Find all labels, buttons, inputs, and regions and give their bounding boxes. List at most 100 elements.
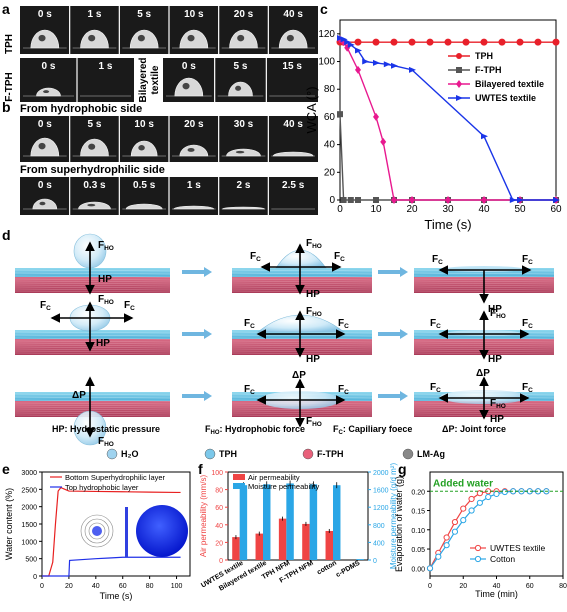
force-subscript: HO: [312, 243, 322, 250]
force-subscript: HO: [104, 441, 114, 448]
force-base: F: [430, 382, 436, 393]
fiber-line: [231, 282, 373, 285]
y-tick-label: 0.20: [411, 489, 425, 496]
fiber-line: [231, 280, 373, 283]
force-subscript: C: [436, 387, 441, 394]
data-point: [337, 111, 343, 118]
photo-frame: 5 s: [69, 116, 117, 162]
time-label: 0 s: [38, 119, 52, 130]
fiber-line: [14, 402, 171, 405]
photo-frame: 1 s: [76, 58, 131, 102]
data-point: [391, 62, 398, 69]
y-tick-label-right: 400: [373, 540, 385, 547]
label-fc: FC: [432, 254, 443, 266]
annotation-added-water: Added water: [433, 478, 493, 489]
bilayer-label-line1: Bilayered: [138, 57, 149, 102]
data-point: [480, 38, 488, 46]
time-label: 0 s: [38, 9, 52, 20]
force-subscript: HO: [312, 311, 322, 318]
legend-label: TPH: [475, 51, 493, 61]
panel-letter-b: b: [2, 99, 11, 115]
legend-marker: [474, 555, 482, 563]
y-tick-label: 80: [324, 84, 336, 95]
tph-layer: [15, 330, 170, 339]
x-tick-label: 20: [406, 204, 418, 215]
time-label: 0 s: [182, 61, 196, 72]
droplet-reflection: [38, 142, 46, 150]
chart-e: 0 20 40 60 80 100050010001500200025003000Time…: [4, 470, 191, 601]
fiber-line: [231, 278, 373, 281]
droplet-reflection: [187, 147, 195, 152]
series-line: [42, 486, 181, 577]
photo-frame: 5 s: [118, 6, 166, 54]
legend-material-label: TPH: [219, 449, 237, 459]
force-subscript: HO: [104, 245, 114, 252]
y-tick-label: 3000: [21, 470, 37, 477]
time-label: 0 s: [42, 61, 56, 72]
inset-disc: [136, 505, 188, 557]
force-subscript: C: [438, 259, 443, 266]
legend-material-label: H₂O: [121, 449, 139, 459]
force-subscript: C: [528, 323, 533, 330]
y-tick-label: 1000: [21, 539, 37, 546]
fiber-line: [14, 272, 171, 275]
bilayer-label-line2: textile: [150, 65, 161, 94]
time-label: 10 s: [184, 9, 204, 20]
data-point: [373, 112, 379, 121]
photo-frame: 0 s: [23, 180, 67, 210]
panel-letter-c: c: [320, 1, 328, 17]
legend-marker: [456, 95, 463, 101]
time-label: 5 s: [137, 9, 151, 20]
time-label: 40 s: [283, 119, 303, 130]
photo-frame: 30 s: [218, 116, 266, 162]
bar-air: [278, 518, 287, 560]
time-label: 5 s: [88, 119, 102, 130]
droplet: [257, 314, 345, 333]
b-top-frames: 0 s 5 s 10 s 20 s 30 s 40 s: [23, 116, 315, 162]
x-tick-label: 60: [119, 583, 127, 590]
legend-dot: [402, 448, 414, 460]
series-line: [429, 490, 547, 569]
y-tick-label: 2000: [21, 505, 37, 512]
inset-bar: [125, 507, 128, 557]
force-subscript: C: [528, 387, 533, 394]
fabric-layers: [14, 268, 171, 293]
fiber-line: [231, 334, 373, 337]
legend-material-label: LM-Ag: [417, 449, 445, 459]
droplet-reflection: [88, 34, 96, 42]
plot-frame: [339, 19, 557, 201]
photo-frame: 40 s: [267, 6, 315, 54]
force-base: F: [334, 251, 340, 262]
data-point: [391, 196, 397, 204]
fiber-line: [14, 406, 171, 409]
y-tick-label: 2500: [21, 487, 37, 494]
fiber-line: [231, 340, 373, 343]
plot-frame: [227, 471, 369, 561]
force-base: F: [338, 384, 344, 395]
photo-frame: 1 s: [168, 177, 216, 215]
bar-moisture: [333, 485, 341, 560]
x-tick-label: 60: [550, 204, 562, 215]
droplet-reflection: [137, 34, 145, 42]
series-line: [339, 114, 556, 201]
label-fho: FHO: [490, 398, 506, 410]
fiber-line: [14, 269, 171, 272]
label-hp: HP: [488, 354, 502, 365]
data-point: [445, 196, 451, 204]
legend-dot: [204, 448, 216, 460]
legend-dp: ΔP: Joint force: [442, 424, 506, 434]
data-point: [355, 197, 361, 203]
y-tick-label: 40: [324, 140, 336, 151]
force-subscript: HO: [496, 403, 506, 410]
label-hp: HP: [490, 414, 504, 425]
photo-frame: 1 s: [69, 6, 117, 54]
fiber-line: [14, 393, 171, 396]
force-base: F: [338, 318, 344, 329]
label-hp: HP: [306, 354, 320, 365]
legend-swatch: [233, 474, 245, 480]
force-base: F: [98, 240, 104, 251]
legend-label: Top hydrophobic layer: [65, 483, 139, 492]
